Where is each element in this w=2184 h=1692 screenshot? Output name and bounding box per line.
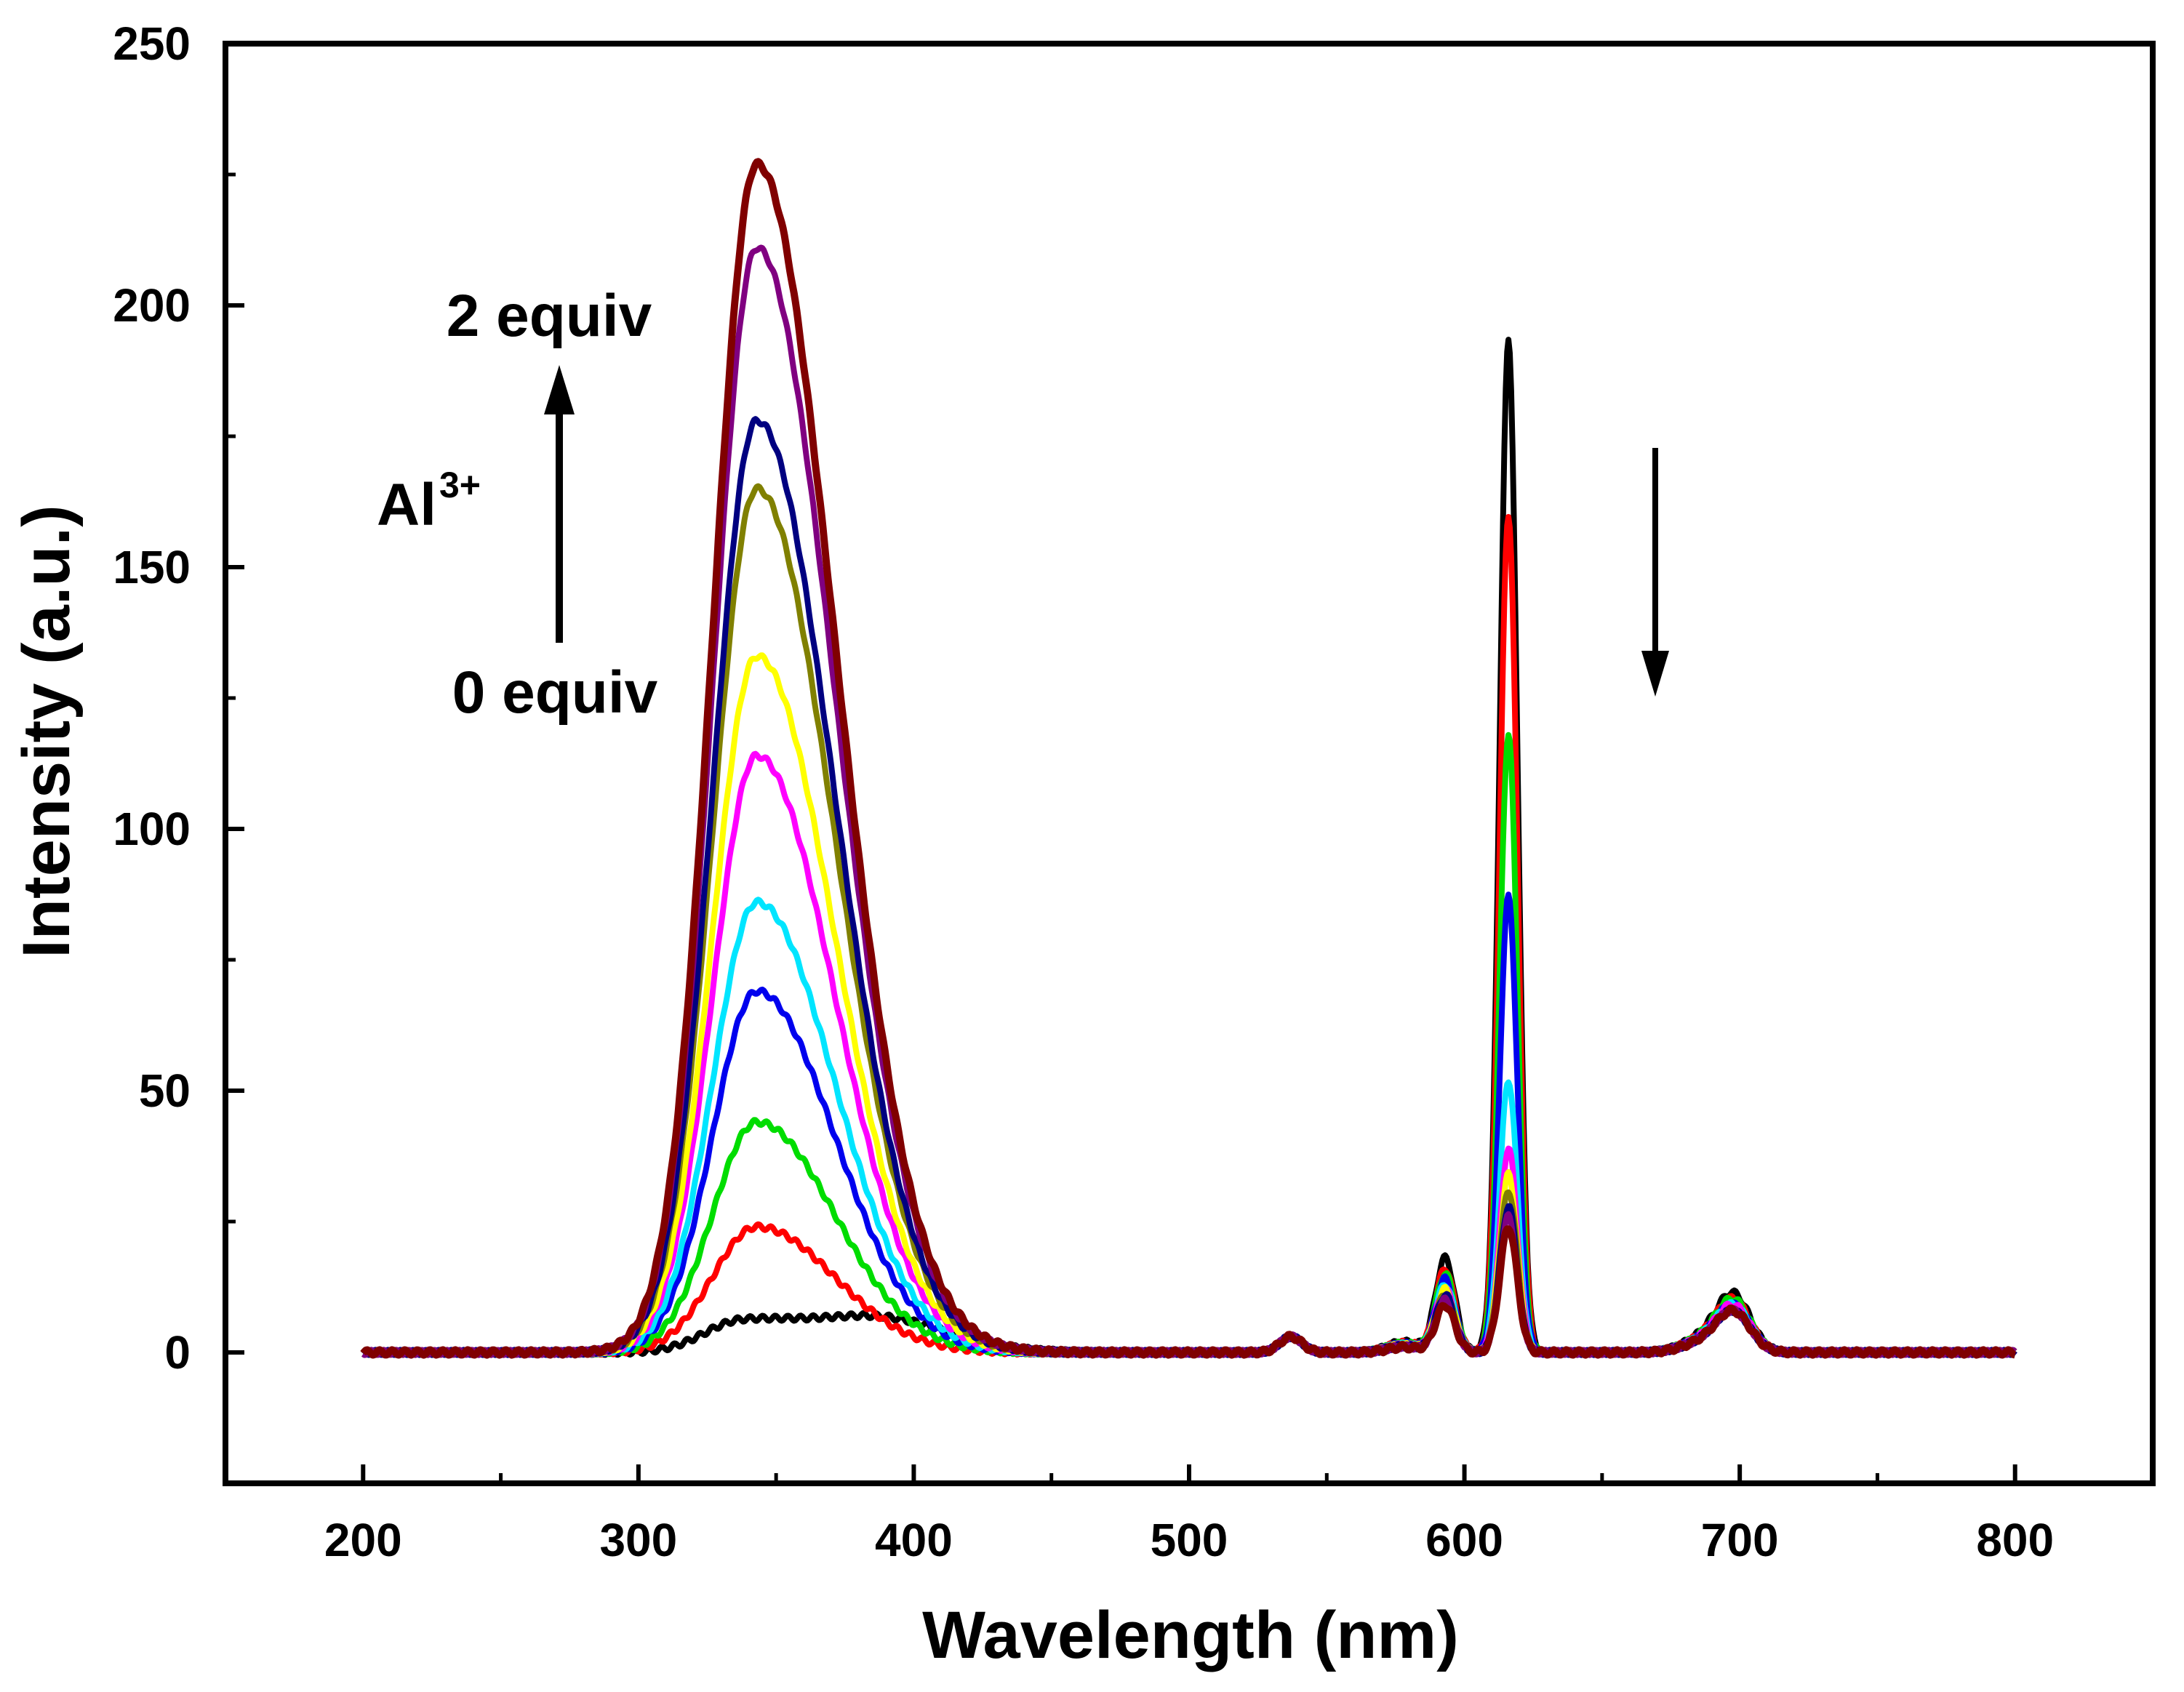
x-tick-label-300: 300 (599, 1514, 677, 1566)
y-tick-label-250: 250 (113, 17, 191, 70)
x-tick-label-600: 600 (1425, 1514, 1503, 1566)
x-tick-label-800: 800 (1976, 1514, 2054, 1566)
y-tick-label-200: 200 (113, 279, 191, 332)
y-tick-label-0: 0 (164, 1326, 191, 1379)
series-layer (360, 158, 2017, 1359)
ion-charge: 3+ (439, 465, 481, 505)
series-line-2-equiv (360, 158, 2017, 1359)
x-tick-label-200: 200 (324, 1514, 402, 1566)
y-tick-label-100: 100 (113, 803, 191, 855)
annotation-top: 2 equiv (447, 283, 652, 349)
annotation-ion: Al 3+ (377, 465, 481, 538)
x-tick-label-500: 500 (1151, 1514, 1228, 1566)
x-tick-label-700: 700 (1701, 1514, 1779, 1566)
ticks-layer: 200 300 400 500 600 700 800 0 50 100 150 200 250 (113, 17, 2054, 1566)
annotation-bottom: 0 equiv (452, 659, 658, 726)
plot-frame (223, 41, 2156, 1486)
y-tick-label-50: 50 (139, 1064, 191, 1117)
annotation-group: 2 equiv 0 equiv Al 3+ (377, 283, 1669, 726)
y-axis-title: Intensity (a.u.) (9, 505, 84, 958)
ion-symbol: Al (377, 472, 436, 538)
y-tick-label-150: 150 (113, 541, 191, 593)
up-arrow-icon (544, 365, 575, 643)
down-arrow-icon (1641, 448, 1669, 697)
x-tick-label-400: 400 (875, 1514, 953, 1566)
x-axis-title: Wavelength (nm) (922, 1598, 1459, 1672)
